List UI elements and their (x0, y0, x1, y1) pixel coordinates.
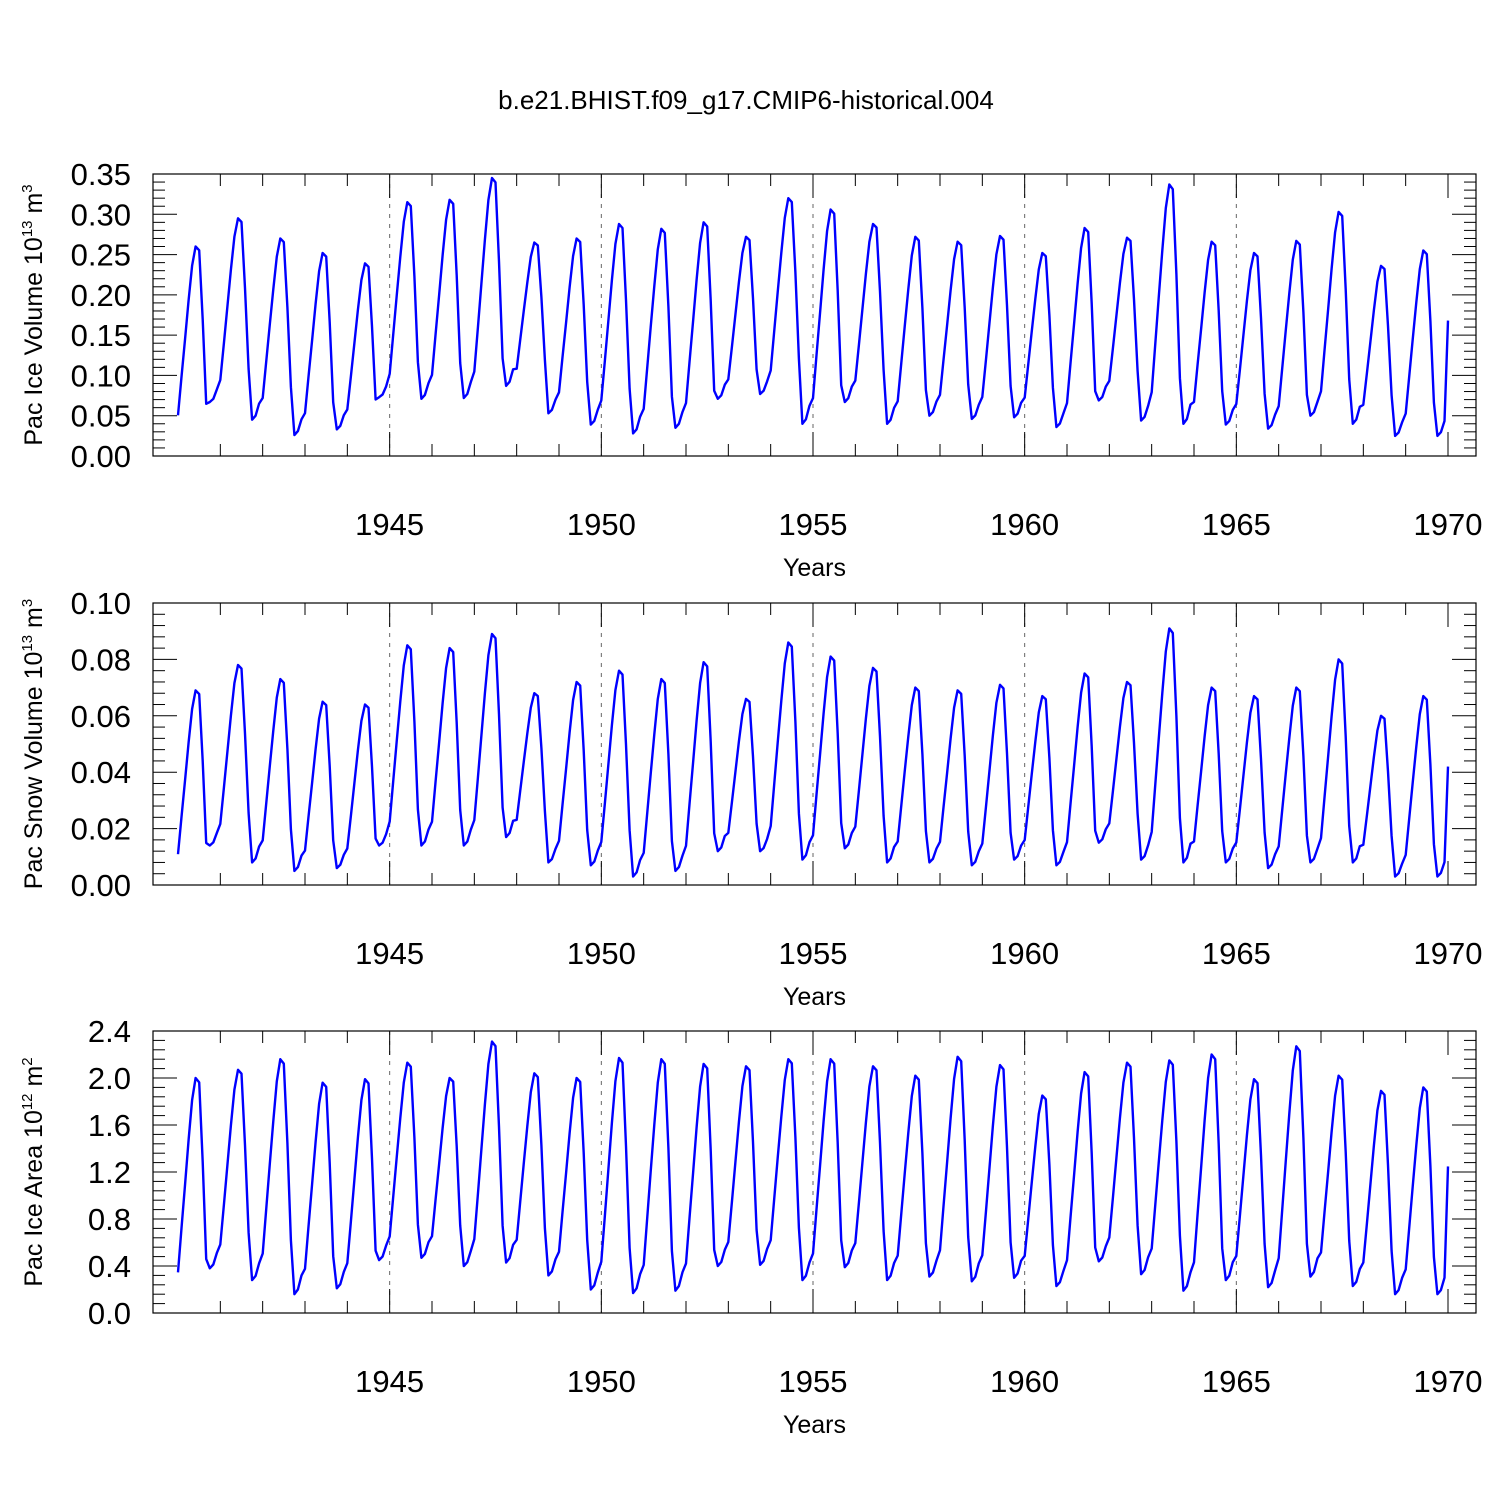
y-tick-label: 0.00 (71, 868, 131, 903)
y-axis-label-exponent: 13 (19, 635, 36, 652)
y-axis-label: Pac Snow Volume 1013 m3 (19, 599, 48, 889)
x-tick-label: 1960 (990, 1364, 1059, 1399)
y-tick-label: 0.05 (71, 399, 131, 434)
panel-ice-volume: 0.00 0.05 0.10 0.15 0.20 0.25 0.30 0.35 1945 1950… (19, 157, 1482, 582)
x-axis-label: Years (783, 1411, 846, 1439)
y-axis-label-unit: m (20, 607, 48, 635)
y-axis-label-unit-exponent: 2 (19, 1057, 36, 1065)
y-axis-label-unit: m (20, 1066, 48, 1094)
x-tick-label: 1950 (567, 936, 636, 971)
x-tick-label: 1950 (567, 507, 636, 542)
x-tick-label: 1945 (355, 507, 424, 542)
plot-frame (152, 602, 1477, 886)
plot-frame (152, 1030, 1477, 1314)
x-tick-label: 1965 (1202, 1364, 1271, 1399)
x-tick-label: 1970 (1414, 1364, 1483, 1399)
x-tick-label: 1970 (1414, 507, 1483, 542)
x-tick-label: 1965 (1202, 936, 1271, 971)
y-axis-label-exponent: 12 (19, 1093, 36, 1110)
series-line (176, 1040, 1450, 1296)
x-tick-label: 1945 (355, 936, 424, 971)
y-axis-label-exponent: 13 (19, 220, 36, 237)
y-tick-label: 0.00 (71, 439, 131, 474)
x-tick-label: 1955 (779, 1364, 848, 1399)
x-tick-label: 1955 (779, 507, 848, 542)
y-axis-label-unit-exponent: 3 (19, 184, 36, 192)
y-tick-label: 0.35 (71, 157, 131, 192)
y-tick-label: 0.25 (71, 238, 131, 273)
y-axis-label: Pac Ice Area 1012 m2 (19, 1057, 48, 1286)
y-tick-label: 0.04 (71, 755, 131, 790)
y-axis-label-unit: m (20, 193, 48, 221)
x-axis-label: Years (783, 983, 846, 1011)
y-tick-label: 2.4 (88, 1014, 131, 1049)
y-tick-label: 0.02 (71, 812, 131, 847)
plot-frame (152, 173, 1477, 457)
y-tick-label: 1.2 (88, 1155, 131, 1190)
y-tick-label: 0.30 (71, 197, 131, 232)
panel-ice-area: 0.0 0.4 0.8 1.2 1.6 2.0 2.4 1945 1950 1955 1960 196… (19, 1014, 1482, 1439)
y-tick-label: 1.6 (88, 1108, 131, 1143)
x-tick-label: 1960 (990, 507, 1059, 542)
y-axis-label-text: Pac Ice Volume 10 (20, 237, 48, 445)
series-line (176, 627, 1450, 878)
x-tick-label: 1945 (355, 1364, 424, 1399)
y-tick-label: 0.10 (71, 586, 131, 621)
x-tick-label: 1960 (990, 936, 1059, 971)
y-axis-label-text: Pac Ice Area 10 (20, 1110, 48, 1287)
x-axis-label: Years (783, 554, 846, 582)
y-tick-label: 2.0 (88, 1061, 131, 1096)
x-tick-label: 1950 (567, 1364, 636, 1399)
figure-title: b.e21.BHIST.f09_g17.CMIP6-historical.004 (498, 85, 994, 115)
y-axis-label: Pac Ice Volume 1013 m3 (19, 184, 48, 445)
y-axis-label-unit-exponent: 3 (19, 599, 36, 607)
y-axis-label-text: Pac Snow Volume 10 (20, 652, 48, 890)
y-tick-label: 0.10 (71, 358, 131, 393)
x-tick-label: 1965 (1202, 507, 1271, 542)
panel-snow-volume: 0.00 0.02 0.04 0.06 0.08 0.10 1945 1950 1955 1960… (19, 586, 1482, 1011)
y-tick-label: 0.08 (71, 642, 131, 677)
y-tick-label: 0.20 (71, 278, 131, 313)
y-tick-label: 0.8 (88, 1202, 131, 1237)
y-tick-label: 0.0 (88, 1296, 131, 1331)
y-tick-label: 0.15 (71, 318, 131, 353)
x-tick-label: 1955 (779, 936, 848, 971)
y-tick-label: 0.06 (71, 699, 131, 734)
y-tick-label: 0.4 (88, 1249, 131, 1284)
series-line (176, 176, 1450, 438)
x-tick-label: 1970 (1414, 936, 1483, 971)
